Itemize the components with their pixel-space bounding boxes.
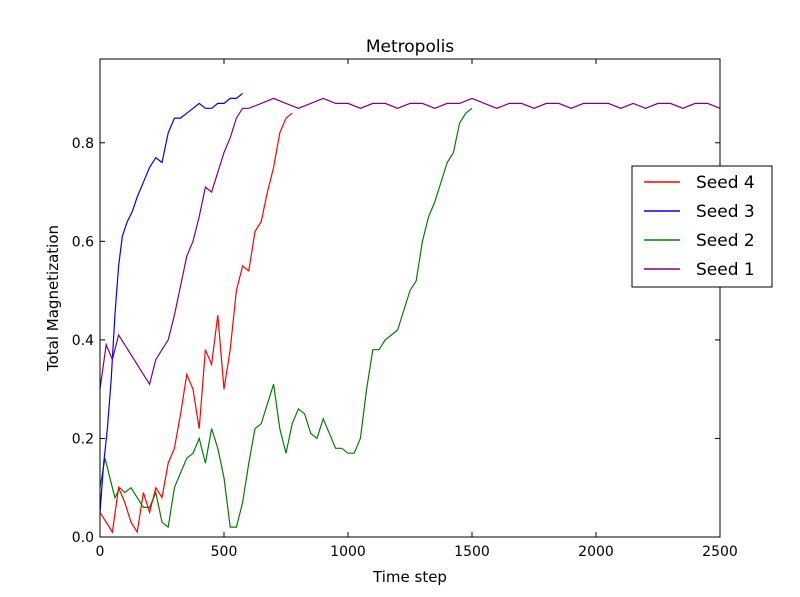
legend-label: Seed 2 — [696, 231, 755, 251]
x-tick-label: 2500 — [702, 544, 738, 560]
series-line-seed-2 — [99, 107, 473, 529]
y-tick-label: 0.2 — [72, 431, 94, 447]
legend-box — [631, 165, 773, 288]
legend-label: Seed 1 — [696, 260, 755, 280]
legend-label: Seed 4 — [696, 173, 755, 193]
y-tick-label: 0.4 — [72, 333, 94, 349]
series-line-seed-3 — [99, 93, 243, 513]
plot-area-frame — [99, 58, 721, 538]
x-tick-label: 1500 — [454, 544, 490, 560]
x-tick-label: 0 — [96, 544, 105, 560]
x-axis-label: Time step — [372, 568, 447, 586]
y-tick-label: 0.6 — [72, 234, 94, 250]
series-line-seed-1 — [99, 97, 721, 390]
chart-title: Metropolis — [366, 37, 454, 57]
axis-ticks: 0 500 1000 1500 2000 2500 0.0 0.2 0.4 0.6 0.8 — [72, 59, 738, 560]
series-line-seed-4 — [99, 112, 293, 534]
legend-label: Seed 3 — [696, 202, 755, 222]
x-tick-label: 500 — [211, 544, 238, 560]
y-tick-label: 0.0 — [72, 530, 94, 546]
x-tick-label: 1000 — [330, 544, 366, 560]
plot-lines — [99, 93, 721, 534]
x-tick-label: 2000 — [578, 544, 614, 560]
y-axis-label: Total Magnetization — [44, 225, 62, 372]
legend: Seed 4 Seed 3 Seed 2 Seed 1 — [631, 165, 773, 288]
y-tick-label: 0.8 — [72, 136, 94, 152]
